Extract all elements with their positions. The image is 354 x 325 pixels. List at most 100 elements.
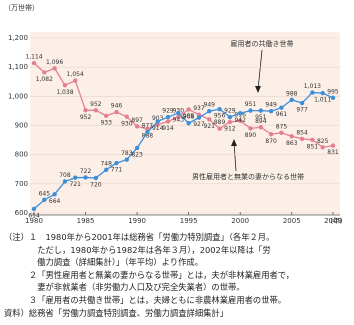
point: [289, 134, 294, 139]
data-label: 914: [162, 125, 174, 132]
data-label: 1,114: [25, 54, 42, 61]
data-label: 831: [327, 149, 339, 156]
point: [155, 122, 160, 127]
data-label: 748: [100, 160, 112, 167]
data-label: 949: [204, 102, 216, 109]
point: [279, 105, 284, 110]
note-line: 働力調査（詳細集計）」（年平均）より作成。: [4, 257, 203, 268]
data-label: 877: [142, 123, 154, 130]
y-unit: （万世帯）: [4, 3, 39, 12]
point: [42, 197, 47, 203]
point: [227, 114, 233, 120]
data-label: 927: [193, 121, 205, 128]
point: [31, 206, 37, 212]
data-label: 708: [59, 172, 71, 179]
x-tick-label: 1985: [77, 217, 95, 225]
data-label: 912: [224, 126, 236, 133]
point: [73, 78, 78, 83]
data-label: 930: [173, 107, 185, 114]
data-label: 1,096: [46, 59, 63, 66]
note-line: 資料）総務省「労働力調査特別調査、労働力調査詳細集計」: [4, 307, 229, 318]
point: [279, 130, 284, 135]
point: [52, 192, 57, 197]
point: [145, 130, 150, 135]
data-label: 823: [131, 151, 143, 158]
data-label: 949: [265, 102, 277, 109]
y-tick-label: 1,000: [8, 92, 28, 100]
x-tick-label: 2009: [324, 217, 342, 225]
point: [330, 143, 336, 148]
point: [83, 175, 88, 180]
point: [31, 60, 37, 66]
point: [289, 97, 294, 103]
point: [134, 145, 140, 151]
data-label: 1,054: [67, 71, 84, 78]
data-label: 903: [152, 115, 164, 122]
point: [124, 157, 129, 162]
point: [268, 109, 274, 114]
data-label: 854: [296, 129, 308, 136]
data-label: 897: [131, 117, 143, 124]
point: [165, 119, 171, 124]
data-label: 1,038: [56, 89, 73, 96]
data-label: 977: [296, 107, 308, 114]
point: [268, 132, 274, 137]
point: [258, 108, 264, 113]
data-label: 664: [49, 198, 61, 205]
note-line: 妻が非就業者（非労働力人口及び完全失業者）の世帯。: [4, 282, 245, 293]
point: [186, 107, 191, 112]
data-label: 946: [111, 103, 123, 110]
point: [258, 125, 264, 130]
data-label: 995: [327, 88, 339, 95]
y-tick-label: 600: [15, 209, 28, 217]
point: [124, 114, 129, 119]
point: [93, 108, 99, 113]
point: [207, 109, 212, 114]
point: [52, 66, 57, 71]
data-label: 929: [224, 108, 236, 115]
data-label: 614: [28, 212, 40, 219]
data-label: 888: [142, 133, 154, 140]
data-label: 952: [90, 101, 102, 108]
data-label: 988: [286, 90, 298, 97]
point: [227, 119, 233, 125]
point: [186, 120, 191, 126]
point: [114, 109, 119, 115]
point: [299, 136, 305, 142]
point: [330, 95, 336, 100]
point: [248, 126, 253, 131]
data-label: 720: [90, 182, 102, 189]
x-unit: （年）: [326, 216, 347, 225]
point: [238, 111, 243, 116]
point: [196, 115, 202, 120]
point: [155, 119, 160, 124]
data-label: 875: [276, 123, 288, 130]
x-tick-label: 1980: [25, 217, 43, 225]
point: [176, 110, 181, 116]
note-line: ２「男性雇用者と無業の妻からなる世帯」とは，夫が非林業雇用者で，: [4, 269, 295, 280]
arrow: [257, 49, 263, 91]
point: [165, 114, 171, 120]
data-label: 930: [121, 120, 133, 127]
arrow-head: [255, 86, 261, 93]
arrow: [233, 141, 237, 172]
arrow-head: [231, 139, 237, 146]
point: [145, 126, 150, 132]
y-tick-label: 1,100: [8, 63, 28, 71]
point: [248, 108, 253, 113]
data-label: 956: [214, 113, 226, 120]
point: [310, 90, 315, 95]
annotation: 男性雇用者と無業の妻からなる世帯: [192, 172, 304, 181]
point: [93, 175, 99, 181]
data-label: 851: [307, 143, 319, 150]
point: [310, 137, 315, 142]
x-tick-label: 1990: [128, 217, 146, 225]
data-label: 951: [245, 101, 257, 108]
data-label: 952: [80, 114, 92, 121]
data-label: 783: [121, 150, 133, 157]
data-label: 889: [214, 119, 226, 126]
y-tick-label: 700: [15, 180, 28, 188]
data-label: 937: [193, 105, 205, 112]
data-label: 943: [173, 116, 185, 123]
